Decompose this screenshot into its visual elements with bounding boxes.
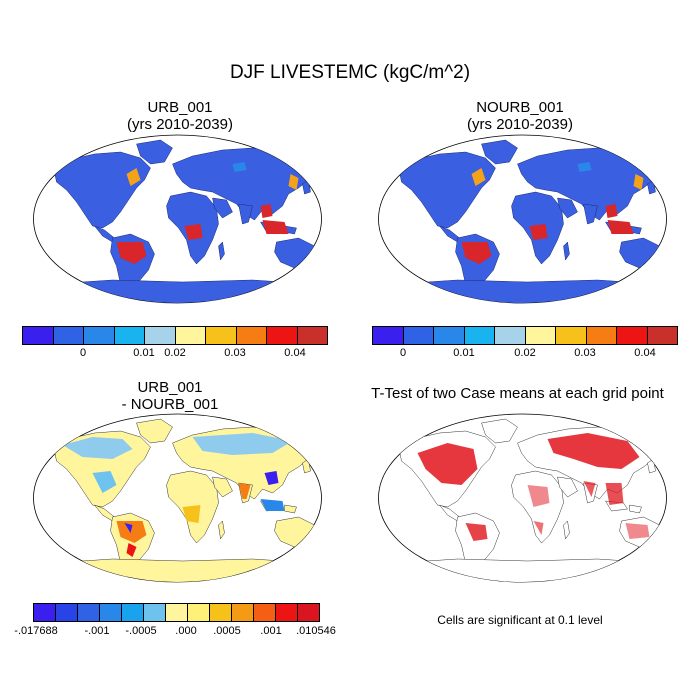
colorbar-urb-swatch-6 — [206, 327, 237, 344]
colorbar-nourb-swatch-9 — [647, 327, 677, 344]
colorbar-nourb-swatch-4 — [495, 327, 526, 344]
colorbar-difference-swatch-6 — [166, 604, 188, 621]
colorbar-urb-tick-2: 0.02 — [164, 347, 186, 359]
colorbar-nourb-tick-4: 0.04 — [634, 347, 656, 359]
colorbar-nourb-swatch-3 — [464, 327, 495, 344]
panel-title-ttest: T-Test of two Case means at each grid po… — [371, 385, 664, 402]
colorbar-urb-swatch-7 — [236, 327, 267, 344]
colorbar-urb-swatch-9 — [297, 327, 327, 344]
colorbar-urb-tick-1: 0.01 — [133, 347, 155, 359]
colorbar-difference-swatch-3 — [100, 604, 122, 621]
colorbar-difference-swatch-2 — [78, 604, 100, 621]
panel-title-urb-line2: (yrs 2010-2039) — [127, 116, 233, 133]
map-difference — [33, 413, 322, 583]
colorbar-nourb-swatch-5 — [525, 327, 556, 344]
panel-title-nourb-line1: NOURB_001 — [476, 99, 564, 116]
colorbar-difference-swatch-5 — [144, 604, 166, 621]
panel-title-nourb: NOURB_001 (yrs 2010-2039) — [400, 99, 640, 133]
panel-title-diff-line1: URB_001 — [137, 379, 203, 396]
colorbar-difference-swatch-0 — [34, 604, 56, 621]
panel-title-urb-line1: URB_001 — [147, 99, 213, 116]
panel-title-diff-line2: - NOURB_001 — [121, 396, 219, 413]
colorbar-nourb-swatch-8 — [617, 327, 648, 344]
colorbar-difference-swatch-12 — [298, 604, 319, 621]
colorbar-urb-swatch-1 — [53, 327, 84, 344]
panel-title-diff: URB_001 - NOURB_001 — [40, 379, 300, 413]
colorbar-difference — [33, 603, 320, 622]
colorbar-nourb-swatch-2 — [434, 327, 465, 344]
colorbar-nourb-tick-1: 0.01 — [453, 347, 475, 359]
colorbar-difference-tick-min: -.017688 — [14, 625, 57, 637]
colorbar-difference-tick-5: .001 — [260, 625, 282, 637]
panel-title-urb: URB_001 (yrs 2010-2039) — [60, 99, 300, 133]
colorbar-difference-swatch-11 — [276, 604, 298, 621]
colorbar-urb-swatch-2 — [84, 327, 115, 344]
panel-title-nourb-line2: (yrs 2010-2039) — [467, 116, 573, 133]
colorbar-difference-swatch-1 — [56, 604, 78, 621]
colorbar-difference-tick-1: -.001 — [84, 625, 110, 637]
colorbar-difference-tick-max: .010546 — [296, 625, 336, 637]
colorbar-nourb-tick-0: 0 — [399, 347, 407, 359]
colorbar-nourb-tick-3: 0.03 — [574, 347, 596, 359]
colorbar-urb-tick-0: 0 — [79, 347, 87, 359]
colorbar-difference-tick-min-value: .017688 — [17, 625, 58, 637]
colorbar-nourb-tick-2: 0.02 — [514, 347, 536, 359]
colorbar-difference-tick-3: .000 — [175, 625, 197, 637]
map-nourb — [378, 134, 667, 304]
colorbar-urb-tick-3: 0.03 — [224, 347, 246, 359]
colorbar-difference-tick-min-sign: - — [14, 625, 18, 637]
colorbar-nourb — [372, 326, 678, 345]
map-urb — [33, 134, 322, 304]
colorbar-urb-swatch-0 — [23, 327, 54, 344]
colorbar-difference-swatch-7 — [188, 604, 210, 621]
colorbar-difference-swatch-9 — [232, 604, 254, 621]
colorbar-urb-swatch-4 — [145, 327, 176, 344]
colorbar-difference-swatch-4 — [122, 604, 144, 621]
colorbar-difference-swatch-8 — [210, 604, 232, 621]
colorbar-urb — [22, 326, 328, 345]
map-ttest — [378, 413, 667, 583]
colorbar-nourb-swatch-7 — [586, 327, 617, 344]
figure-title: DJF LIVESTEMC (kgC/m^2) — [229, 62, 471, 83]
colorbar-difference-tick-2: -.0005 — [125, 625, 157, 637]
colorbar-nourb-swatch-1 — [403, 327, 434, 344]
colorbar-nourb-swatch-0 — [373, 327, 404, 344]
colorbar-urb-swatch-5 — [175, 327, 206, 344]
colorbar-urb-swatch-3 — [114, 327, 145, 344]
colorbar-difference-swatch-10 — [254, 604, 276, 621]
colorbar-urb-tick-4: 0.04 — [284, 347, 306, 359]
colorbar-urb-swatch-8 — [267, 327, 298, 344]
significance-note: Cells are significant at 0.1 level — [437, 613, 603, 627]
colorbar-difference-tick-4: .0005 — [213, 625, 241, 637]
colorbar-nourb-swatch-6 — [556, 327, 587, 344]
